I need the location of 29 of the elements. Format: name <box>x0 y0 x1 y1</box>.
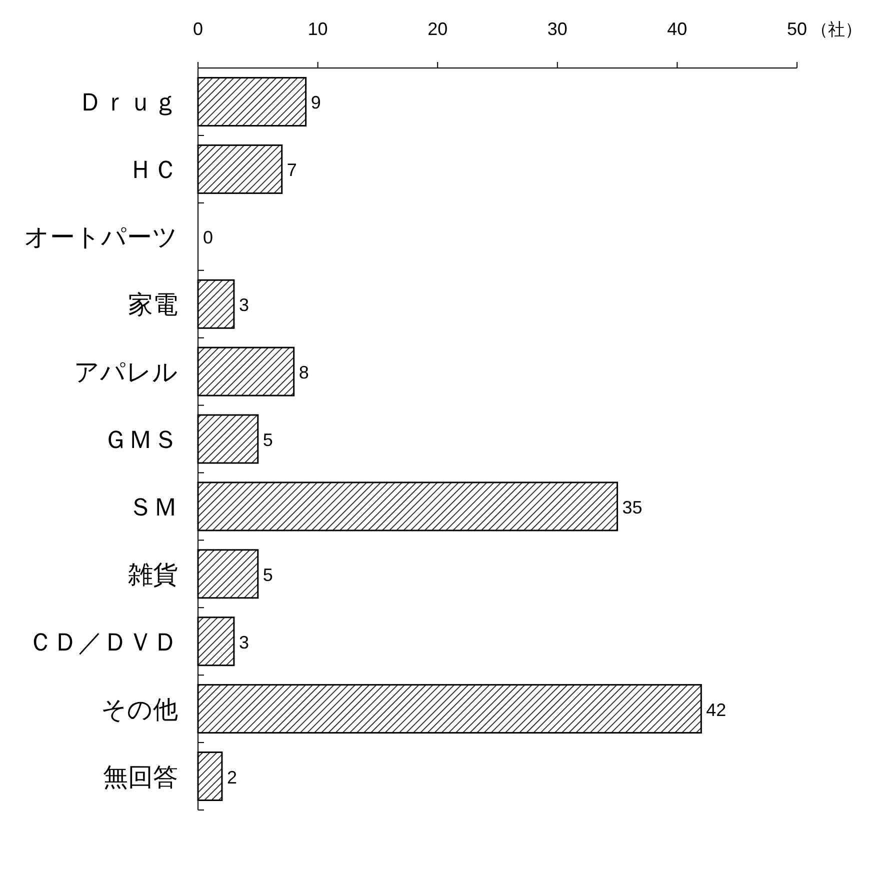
x-tick-label: 10 <box>308 19 328 39</box>
data-label: 42 <box>706 700 726 720</box>
data-label: 5 <box>262 564 273 585</box>
data-label: 9 <box>310 92 321 113</box>
x-axis-title: （社） <box>811 20 862 39</box>
y-tick-label: アパレル <box>74 358 178 387</box>
y-tick-label: ＳＭ <box>128 493 178 522</box>
x-tick-label: 40 <box>667 19 688 39</box>
x-tick-label: 50 <box>786 19 808 39</box>
y-tick-label: ＧＭＳ <box>103 426 178 454</box>
data-label: 35 <box>622 497 642 518</box>
data-label: 7 <box>286 160 297 180</box>
y-tick-label: Ｄｒｕｇ <box>78 88 178 117</box>
x-tick-label: 30 <box>547 19 568 39</box>
data-label: 3 <box>238 632 249 652</box>
y-tick-label: 家電 <box>128 291 178 320</box>
data-label: 8 <box>298 362 309 383</box>
x-tick-label: 20 <box>428 19 448 39</box>
data-label: 0 <box>203 228 214 248</box>
data-label: 3 <box>238 295 249 316</box>
y-tick-label: 無回答 <box>103 763 178 792</box>
y-tick-label: 雑貨 <box>128 560 178 589</box>
y-tick-label: ＣＤ／ＤＶＤ <box>28 628 178 656</box>
y-tick-label: オートパーツ <box>24 224 178 252</box>
x-tick-label: 0 <box>192 19 204 39</box>
data-label: 2 <box>226 767 237 788</box>
data-label: 5 <box>262 430 273 450</box>
y-tick-label: その他 <box>101 696 178 724</box>
y-tick-label: ＨＣ <box>128 156 178 184</box>
